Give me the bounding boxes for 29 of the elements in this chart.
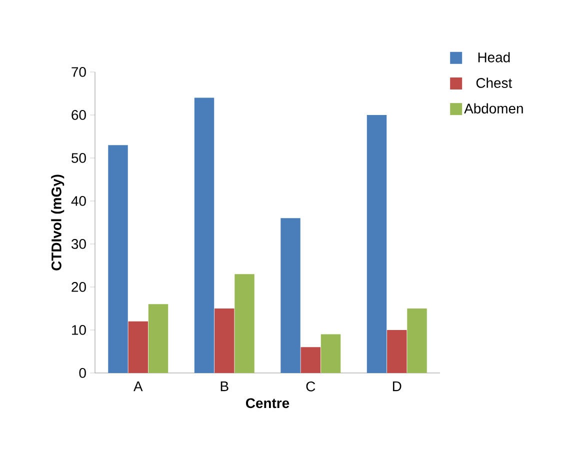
y-tick-label: 20 [72, 282, 86, 292]
bar [108, 145, 128, 373]
y-tick-label: 40 [71, 196, 86, 206]
legend-label: Abdomen [464, 103, 523, 114]
x-tick-label: B [220, 382, 228, 392]
bar [407, 308, 427, 373]
legend-label: Head [478, 52, 510, 62]
y-tick-label: 50 [72, 153, 86, 163]
y-tick-label: 30 [72, 239, 86, 249]
bar [320, 334, 341, 373]
x-tick-label: C [306, 381, 316, 392]
y-axis-title: CTDIvol (mGy) [51, 174, 64, 270]
x-tick-label: D [392, 382, 402, 392]
bar [214, 308, 234, 373]
bar [300, 347, 320, 373]
bar [148, 304, 168, 373]
y-tick-label: 0 [79, 368, 86, 378]
bar [234, 274, 254, 373]
y-tick-label: 70 [72, 67, 86, 77]
bar [128, 321, 148, 373]
bar [366, 114, 387, 373]
legend-label: Chest [476, 78, 512, 88]
bar [387, 330, 407, 373]
x-axis-title: Centre [246, 398, 290, 408]
bar [280, 218, 300, 373]
y-tick-label: 10 [72, 325, 86, 335]
bar [194, 98, 214, 373]
x-tick-label: A [134, 382, 143, 392]
y-tick-label: 60 [72, 110, 86, 120]
